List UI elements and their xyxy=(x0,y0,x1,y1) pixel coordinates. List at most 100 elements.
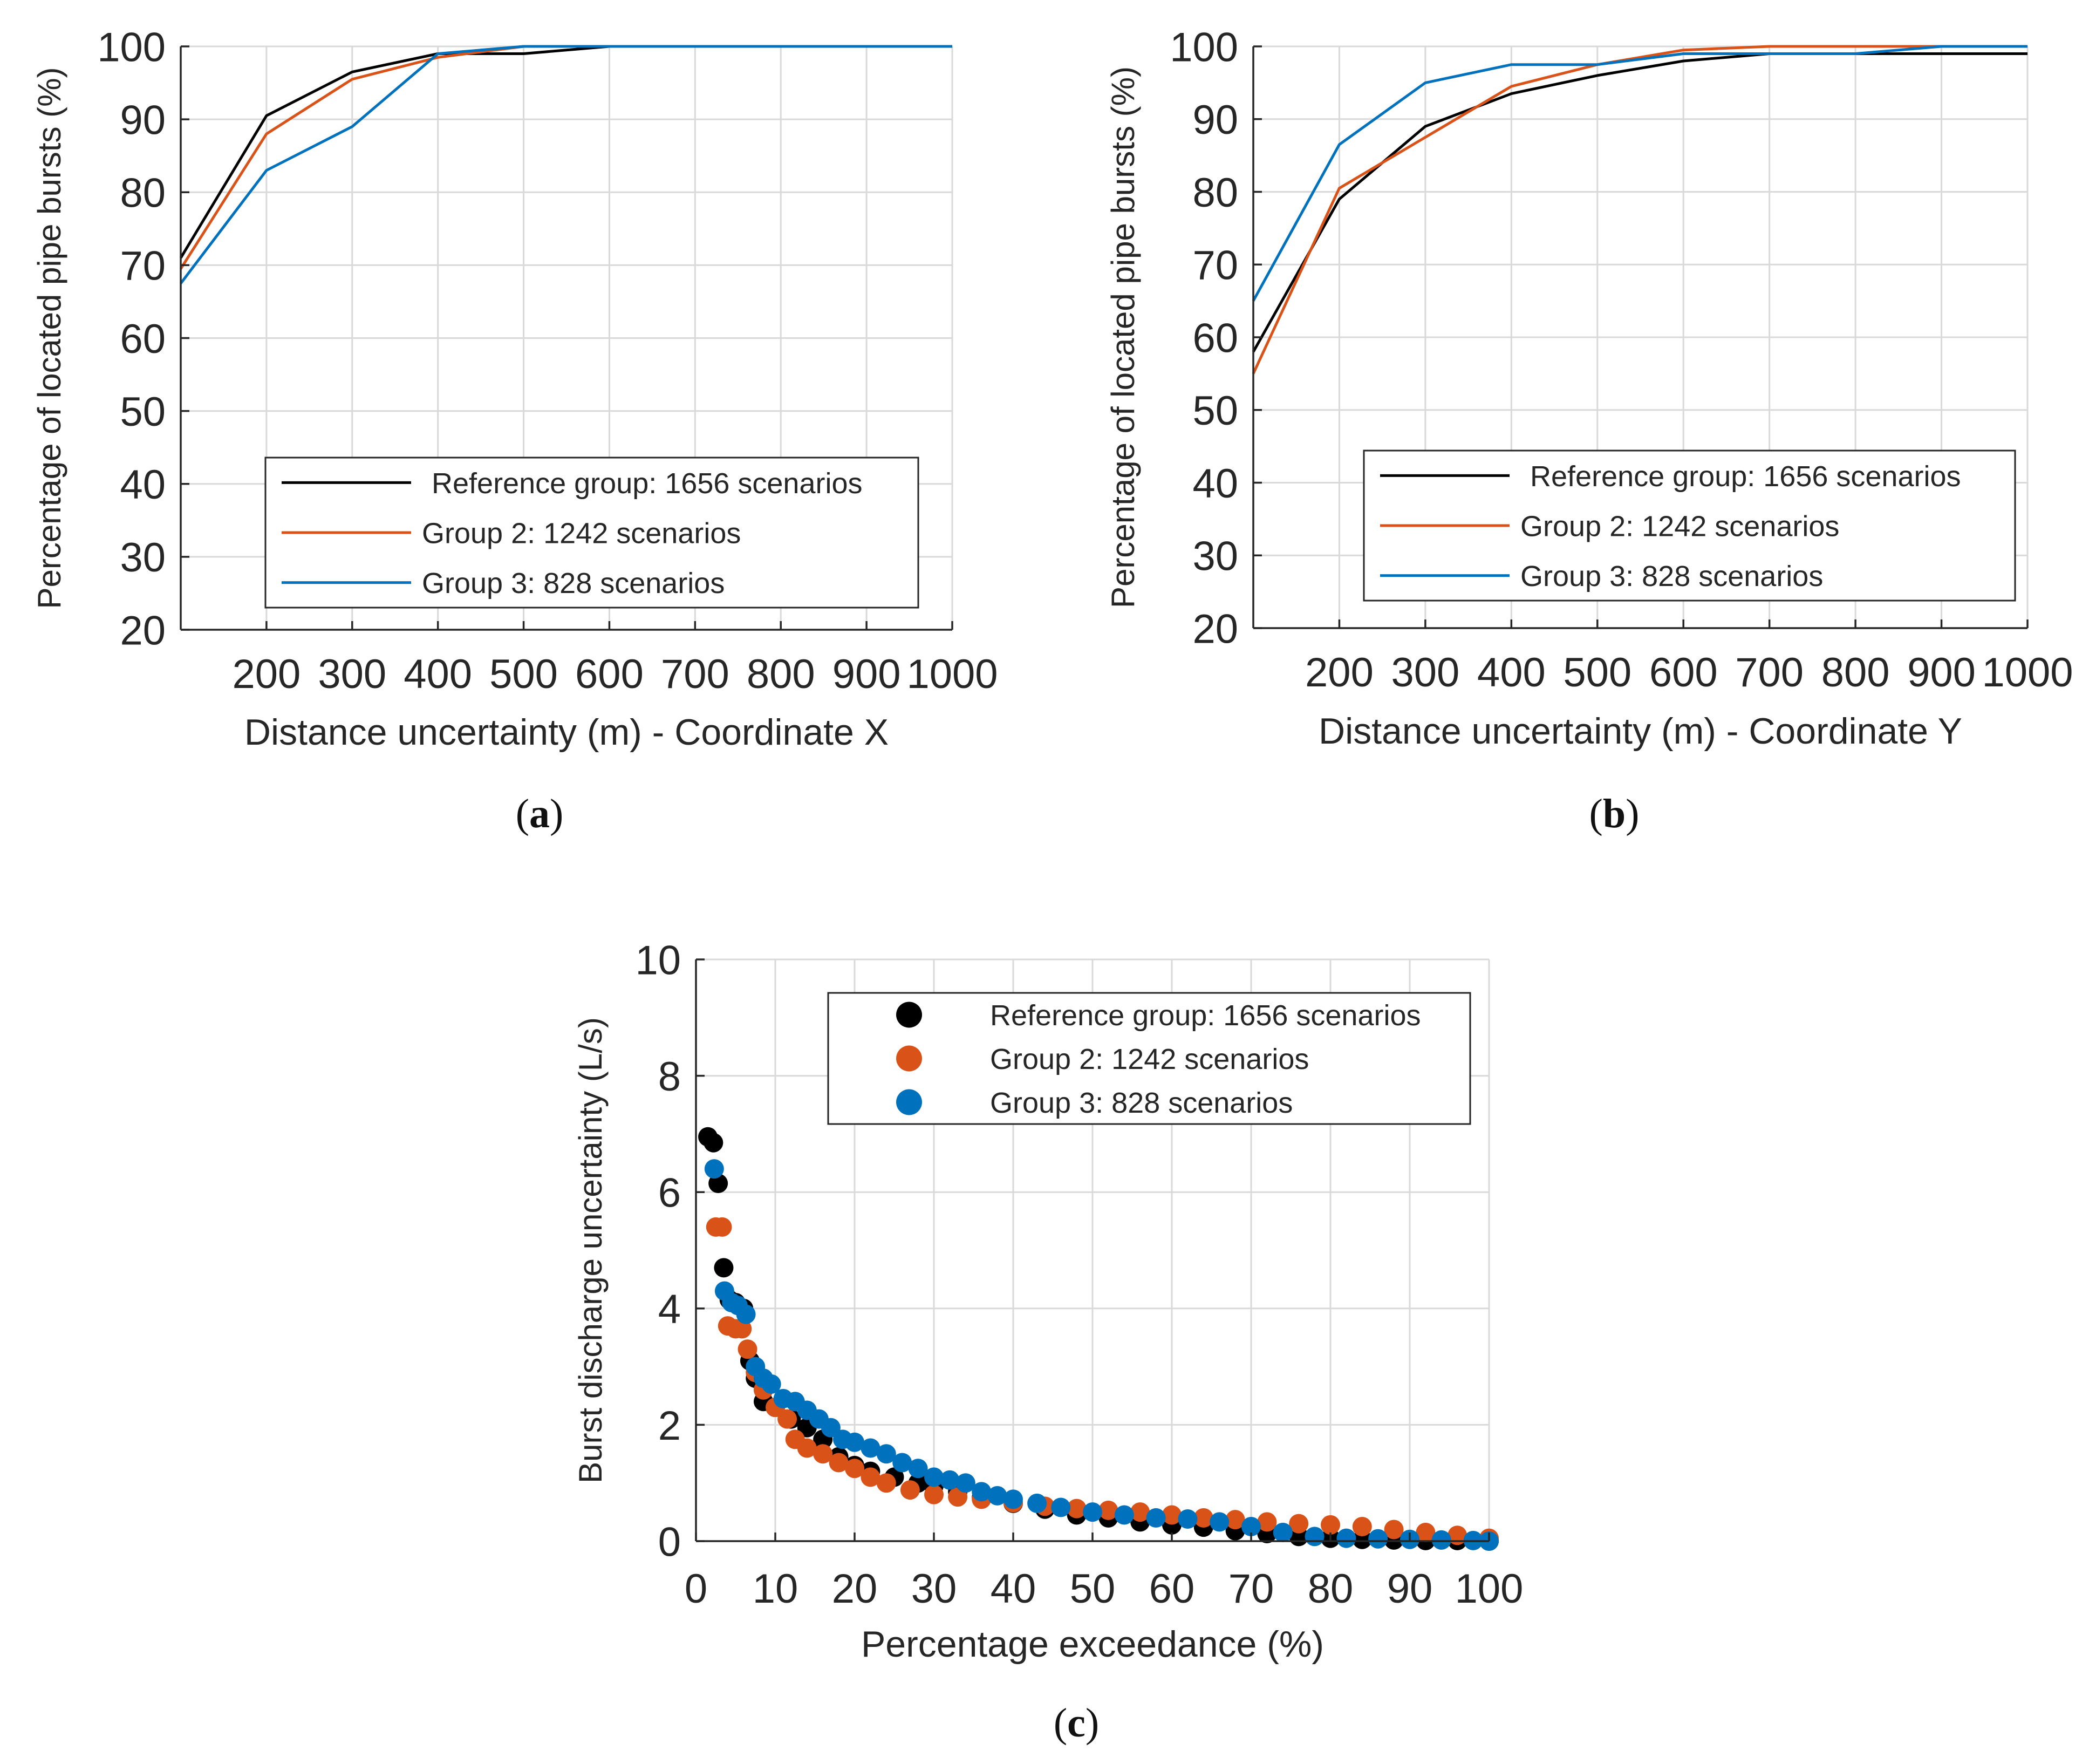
data-point xyxy=(861,1467,880,1487)
x-tick-label: 30 xyxy=(911,1566,957,1612)
data-point xyxy=(955,1473,975,1493)
data-point xyxy=(972,1482,992,1502)
y-axis-label: Burst discharge uncertainty (L/s) xyxy=(572,1017,609,1483)
legend-label: Reference group: 1656 scenarios xyxy=(990,999,1421,1032)
data-point xyxy=(1368,1529,1388,1549)
data-point xyxy=(1114,1505,1134,1525)
x-tick-label: 400 xyxy=(404,651,472,697)
y-tick-label: 20 xyxy=(1192,606,1238,652)
data-point xyxy=(829,1453,849,1473)
data-point xyxy=(813,1444,833,1464)
data-point xyxy=(924,1467,944,1487)
data-point xyxy=(821,1418,841,1438)
x-tick-label: 0 xyxy=(685,1566,707,1612)
x-tick-label: 600 xyxy=(575,651,644,697)
data-point xyxy=(876,1473,896,1493)
y-axis-label: Percentage of located pipe bursts (%) xyxy=(1105,66,1141,608)
data-point xyxy=(1384,1520,1404,1540)
x-tick-label: 800 xyxy=(747,651,815,697)
x-tick-label: 300 xyxy=(1391,650,1459,696)
x-tick-label: 200 xyxy=(1305,650,1374,696)
data-point xyxy=(1416,1522,1436,1542)
data-point xyxy=(1098,1500,1118,1520)
legend: Reference group: 1656 scenarios Group 2: … xyxy=(1363,449,2016,602)
legend: Reference group: 1656 scenarios Group 2: … xyxy=(264,457,919,609)
data-point xyxy=(908,1459,928,1479)
y-tick-label: 20 xyxy=(120,608,166,653)
x-tick-label: 10 xyxy=(753,1566,798,1612)
panel-label-a-text: a xyxy=(529,791,550,836)
data-point xyxy=(704,1133,723,1153)
data-point xyxy=(708,1174,728,1194)
legend-label: Group 3: 828 scenarios xyxy=(990,1087,1293,1119)
y-tick-label: 50 xyxy=(1192,388,1238,434)
data-point xyxy=(1146,1508,1166,1528)
x-tick-label: 800 xyxy=(1821,650,1890,696)
chart-a: 200 300 400 500 600 700 800 900 1000 20 30 40 50 60 70… xyxy=(31,24,998,753)
x-tick-label: 80 xyxy=(1308,1566,1354,1612)
series-points-3 xyxy=(704,1159,1499,1551)
y-tick-label: 100 xyxy=(1170,24,1238,70)
data-point xyxy=(736,1304,756,1324)
legend-box xyxy=(827,992,1471,1125)
data-point xyxy=(1162,1505,1182,1525)
legend-label: Reference group: 1656 scenarios xyxy=(432,467,863,500)
legend-label: Group 2: 1242 scenarios xyxy=(422,517,741,549)
data-point xyxy=(1067,1499,1087,1518)
data-point xyxy=(1431,1530,1451,1550)
data-point xyxy=(704,1159,724,1179)
x-tick-label: 600 xyxy=(1649,650,1718,696)
x-tick-label: 60 xyxy=(1149,1566,1195,1612)
x-tick-label: 1000 xyxy=(1982,650,2073,696)
x-tick-label: 40 xyxy=(991,1566,1036,1612)
y-tick-label: 80 xyxy=(1192,170,1238,216)
y-tick-label: 8 xyxy=(658,1054,681,1100)
y-tick-label: 90 xyxy=(120,97,166,143)
data-point xyxy=(940,1470,960,1490)
y-tick-label: 70 xyxy=(120,243,166,289)
data-point xyxy=(761,1374,781,1394)
y-tick-label: 80 xyxy=(120,171,166,216)
legend-label: Group 3: 828 scenarios xyxy=(1520,560,1823,592)
legend-marker xyxy=(896,1089,922,1115)
legend: Reference group: 1656 scenarios Group 2: … xyxy=(827,992,1471,1125)
data-point xyxy=(1178,1509,1198,1529)
x-tick-label: 400 xyxy=(1477,650,1546,696)
x-tick-label: 300 xyxy=(318,651,386,697)
panel-label-b-text: b xyxy=(1602,791,1626,836)
chart-b: 200 300 400 500 600 700 800 900 1000 20 30 40 50 60 70… xyxy=(1105,24,2073,752)
data-point xyxy=(1130,1502,1150,1522)
y-tick-label: 60 xyxy=(120,316,166,362)
data-point xyxy=(777,1409,797,1429)
y-tick-label: 40 xyxy=(120,462,166,508)
y-tick-label: 70 xyxy=(1192,243,1238,289)
legend-marker xyxy=(896,1045,922,1072)
x-tick-label: 900 xyxy=(832,651,901,697)
y-tick-label: 10 xyxy=(635,937,681,983)
legend-label: Group 2: 1242 scenarios xyxy=(1520,510,1839,542)
x-axis-label: Distance uncertainty (m) - Coordinate X xyxy=(244,712,889,753)
x-tick-label: 1000 xyxy=(906,651,998,697)
data-point xyxy=(987,1486,1007,1506)
data-point xyxy=(1321,1515,1340,1535)
y-tick-label: 2 xyxy=(658,1403,681,1449)
y-tick-label: 50 xyxy=(120,389,166,435)
x-tick-label: 500 xyxy=(1563,650,1631,696)
x-tick-label: 700 xyxy=(1735,650,1804,696)
data-point xyxy=(1193,1508,1213,1528)
y-tick-label: 60 xyxy=(1192,315,1238,361)
data-point xyxy=(1051,1497,1071,1517)
data-point xyxy=(1225,1510,1245,1530)
y-tick-label: 0 xyxy=(658,1519,681,1565)
y-tick-label: 100 xyxy=(97,24,166,70)
data-point xyxy=(712,1217,732,1237)
series-line-3 xyxy=(1252,45,2027,302)
y-tick-label: 30 xyxy=(1192,534,1238,580)
x-tick-label: 200 xyxy=(232,651,301,697)
data-point xyxy=(738,1339,757,1359)
x-tick-label: 50 xyxy=(1070,1566,1116,1612)
data-point xyxy=(845,1459,864,1479)
data-point xyxy=(1003,1489,1023,1509)
x-axis-label: Distance uncertainty (m) - Coordinate Y xyxy=(1319,711,1962,752)
